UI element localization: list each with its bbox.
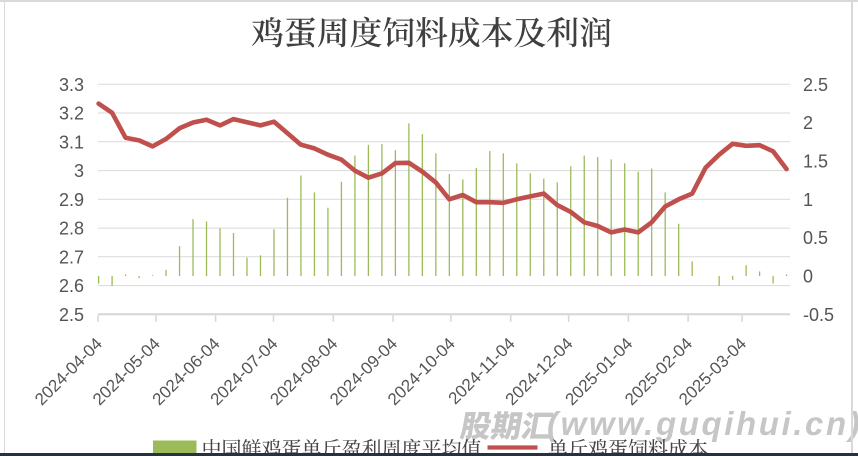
svg-text:2.8: 2.8 bbox=[59, 219, 84, 239]
svg-text:3.1: 3.1 bbox=[59, 132, 84, 152]
svg-text:3: 3 bbox=[74, 161, 84, 181]
svg-text:1.5: 1.5 bbox=[803, 152, 828, 172]
svg-text:2.5: 2.5 bbox=[803, 75, 828, 95]
svg-text:2.7: 2.7 bbox=[59, 247, 84, 267]
svg-text:1: 1 bbox=[803, 190, 813, 210]
svg-text:0: 0 bbox=[803, 267, 813, 287]
svg-text:0.5: 0.5 bbox=[803, 228, 828, 248]
svg-text:3.2: 3.2 bbox=[59, 104, 84, 124]
svg-text:-0.5: -0.5 bbox=[803, 305, 834, 325]
svg-text:2.6: 2.6 bbox=[59, 276, 84, 296]
svg-text:2.5: 2.5 bbox=[59, 305, 84, 325]
svg-text:3.3: 3.3 bbox=[59, 75, 84, 95]
svg-text:(www.guqihui.cn): (www.guqihui.cn) bbox=[547, 405, 858, 442]
svg-text:2.9: 2.9 bbox=[59, 190, 84, 210]
svg-text:2: 2 bbox=[803, 113, 813, 133]
